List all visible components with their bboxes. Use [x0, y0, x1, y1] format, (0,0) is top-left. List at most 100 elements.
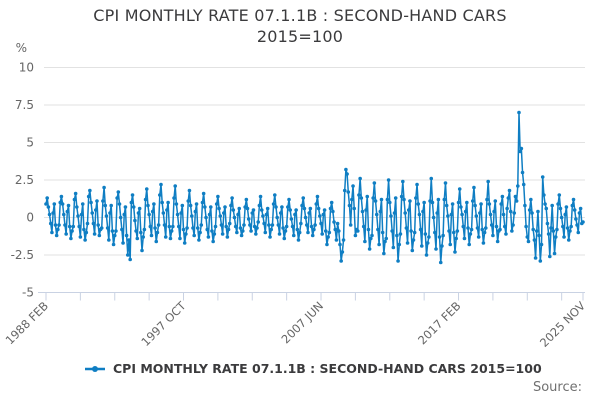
data-point — [385, 197, 390, 202]
data-point — [532, 238, 537, 242]
data-point — [76, 214, 80, 218]
data-point — [85, 221, 90, 226]
data-point — [424, 253, 429, 257]
data-point — [114, 229, 118, 233]
data-point — [380, 230, 385, 235]
data-point — [129, 200, 134, 205]
data-point — [568, 229, 572, 233]
data-point — [101, 199, 105, 203]
data-point — [249, 229, 253, 233]
data-point — [524, 224, 528, 229]
data-point — [265, 206, 270, 211]
data-point — [451, 230, 456, 235]
data-point — [224, 224, 228, 229]
data-point — [143, 197, 148, 202]
data-point — [460, 212, 464, 217]
data-point — [291, 233, 296, 238]
data-point — [523, 203, 527, 208]
data-point — [404, 226, 409, 230]
data-point — [421, 209, 425, 214]
data-point — [131, 205, 136, 209]
data-point — [254, 232, 258, 236]
data-point — [53, 223, 58, 227]
data-point — [308, 206, 313, 211]
data-point — [52, 202, 57, 206]
data-point — [369, 236, 373, 241]
data-point — [92, 232, 97, 236]
data-point — [434, 247, 438, 251]
data-point — [352, 206, 357, 211]
data-point — [135, 236, 140, 241]
data-point — [355, 229, 360, 233]
data-point — [363, 239, 367, 244]
data-point — [474, 214, 479, 218]
data-point — [193, 209, 198, 214]
data-point — [571, 197, 576, 202]
data-point — [130, 193, 135, 197]
data-point — [142, 227, 147, 232]
data-point — [444, 203, 449, 208]
data-point — [57, 223, 61, 227]
data-point — [537, 233, 541, 238]
data-point — [172, 196, 176, 200]
data-point — [312, 227, 316, 232]
data-point — [360, 209, 365, 214]
data-point — [389, 214, 393, 218]
chart-title-line2: 2015=100 — [256, 27, 344, 46]
data-point — [297, 230, 302, 235]
data-point — [403, 211, 407, 215]
data-point — [240, 229, 245, 233]
data-point — [310, 233, 315, 238]
data-point — [418, 227, 423, 232]
data-point — [60, 202, 65, 206]
data-point — [147, 212, 151, 217]
data-point — [443, 181, 448, 185]
data-point — [543, 202, 547, 206]
data-point — [79, 212, 84, 217]
data-point — [398, 232, 403, 236]
data-point — [226, 227, 231, 232]
data-point — [278, 211, 283, 215]
data-point — [281, 226, 285, 230]
data-point — [564, 205, 569, 209]
data-point — [93, 208, 98, 212]
data-point — [257, 203, 262, 208]
chart-title-line1: CPI MONTHLY RATE 07.1.1B : SECOND-HAND C… — [93, 6, 507, 25]
data-point — [332, 220, 336, 224]
data-point — [455, 229, 460, 233]
data-point — [268, 235, 272, 239]
data-point — [61, 212, 66, 217]
data-point — [489, 223, 494, 227]
data-point — [163, 235, 168, 239]
data-point — [205, 227, 210, 232]
data-point — [553, 235, 558, 239]
data-point — [519, 146, 524, 151]
data-point — [140, 248, 144, 253]
data-point — [122, 212, 127, 217]
data-point — [429, 176, 434, 181]
legend-label: CPI MONTHLY RATE 07.1.1B : SECOND-HAND C… — [113, 361, 542, 376]
x-tick-label: 2025 NOV — [537, 299, 588, 350]
data-point — [248, 223, 252, 227]
data-point — [250, 211, 255, 215]
data-point — [551, 229, 556, 233]
data-point — [118, 215, 123, 220]
data-point — [107, 238, 111, 242]
data-point — [161, 211, 166, 215]
data-point — [544, 206, 549, 211]
y-tick-label: 5 — [26, 136, 34, 150]
data-point — [280, 205, 284, 209]
data-point — [258, 194, 263, 199]
data-point — [218, 214, 223, 218]
y-tick-label: 10 — [19, 61, 34, 75]
data-point — [485, 197, 489, 202]
data-point — [78, 235, 83, 239]
data-point — [227, 221, 232, 226]
data-point — [462, 236, 467, 241]
data-point — [521, 182, 526, 187]
data-point — [510, 229, 514, 233]
data-point — [188, 203, 193, 208]
data-point — [71, 224, 76, 229]
data-point — [181, 227, 186, 232]
data-point — [506, 196, 511, 200]
